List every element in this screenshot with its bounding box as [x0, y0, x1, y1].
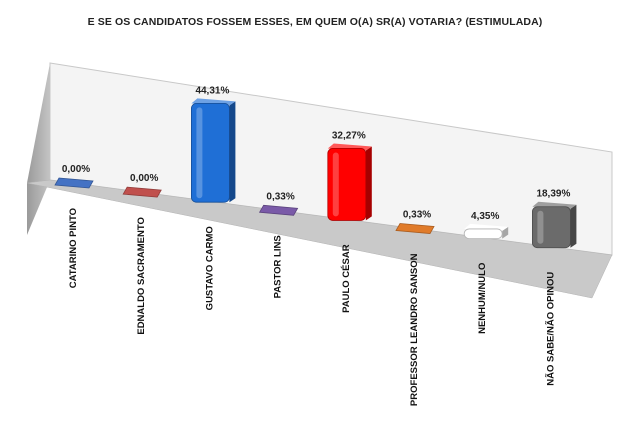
- category-label-ednaldo-sacramento: EDNALDO SACRAMENTO: [136, 217, 147, 335]
- value-label-catarino-pinto: 0,00%: [62, 164, 90, 175]
- category-label-gustavo-carmo: GUSTAVO CARMO: [204, 226, 215, 310]
- chart-title: E SE OS CANDIDATOS FOSSEM ESSES, EM QUEM…: [87, 16, 543, 28]
- category-label-catarino-pinto: CATARINO PINTO: [68, 208, 79, 288]
- value-label-gustavo-carmo: 44,31%: [195, 85, 229, 96]
- category-label-nenhum-nulo: NENHUM/NULO: [477, 263, 488, 334]
- bar-front-nenhum-nulo: [463, 228, 503, 240]
- bar-nenhum-nulo: [463, 223, 509, 240]
- bar-highlight-nenhum-nulo: [469, 232, 476, 235]
- bar-tile-catarino-pinto: [54, 177, 94, 189]
- category-label-paulo-cesar: PAULO CÉSAR: [341, 244, 352, 313]
- bar-highlight-gustavo-carmo: [196, 107, 203, 199]
- value-label-ednaldo-sacramento: 0,00%: [130, 173, 158, 184]
- bar-front-nao-sabe-nao-opinou: [532, 206, 571, 249]
- bar-side-gustavo-carmo: [229, 101, 236, 203]
- bar-front-gustavo-carmo: [190, 102, 230, 203]
- value-label-pastor-lins: 0,33%: [266, 191, 294, 202]
- bar-paulo-cesar: [327, 143, 372, 221]
- chart-floor: [26, 179, 613, 299]
- bar-highlight-paulo-cesar: [332, 152, 339, 217]
- bar-side-paulo-cesar: [365, 146, 372, 221]
- bar-tile-ednaldo-sacramento: [122, 186, 162, 198]
- category-label-pastor-lins: PASTOR LINS: [273, 235, 284, 298]
- value-label-nenhum-nulo: 4,35%: [471, 211, 499, 222]
- value-label-nao-sabe-nao-opinou: 18,39%: [536, 189, 570, 200]
- bar-nao-sabe-nao-opinou: [532, 201, 577, 249]
- bar-side-nenhum-nulo: [502, 226, 509, 239]
- bar-front-paulo-cesar: [327, 148, 367, 221]
- category-label-professor-leandro-sanson: PROFESSOR LEANDRO SANSON: [409, 253, 420, 406]
- bar-tile-professor-leandro-sanson: [395, 223, 435, 234]
- bar-ednaldo-sacramento: [122, 186, 162, 198]
- bar-tile-pastor-lins: [258, 204, 299, 216]
- category-label-nao-sabe-nao-opinou: NÃO SABE/NÃO OPINOU: [545, 272, 556, 386]
- bar-professor-leandro-sanson: [395, 223, 435, 234]
- value-label-professor-leandro-sanson: 0,33%: [403, 210, 431, 221]
- chart-side-wall: [27, 63, 50, 235]
- bar-highlight-nao-sabe-nao-opinou: [537, 210, 544, 244]
- bar-pastor-lins: [258, 204, 299, 216]
- bar-side-nao-sabe-nao-opinou: [570, 204, 577, 248]
- value-label-paulo-cesar: 32,27%: [332, 130, 366, 141]
- bar-gustavo-carmo: [190, 98, 236, 203]
- bar-catarino-pinto: [54, 177, 94, 189]
